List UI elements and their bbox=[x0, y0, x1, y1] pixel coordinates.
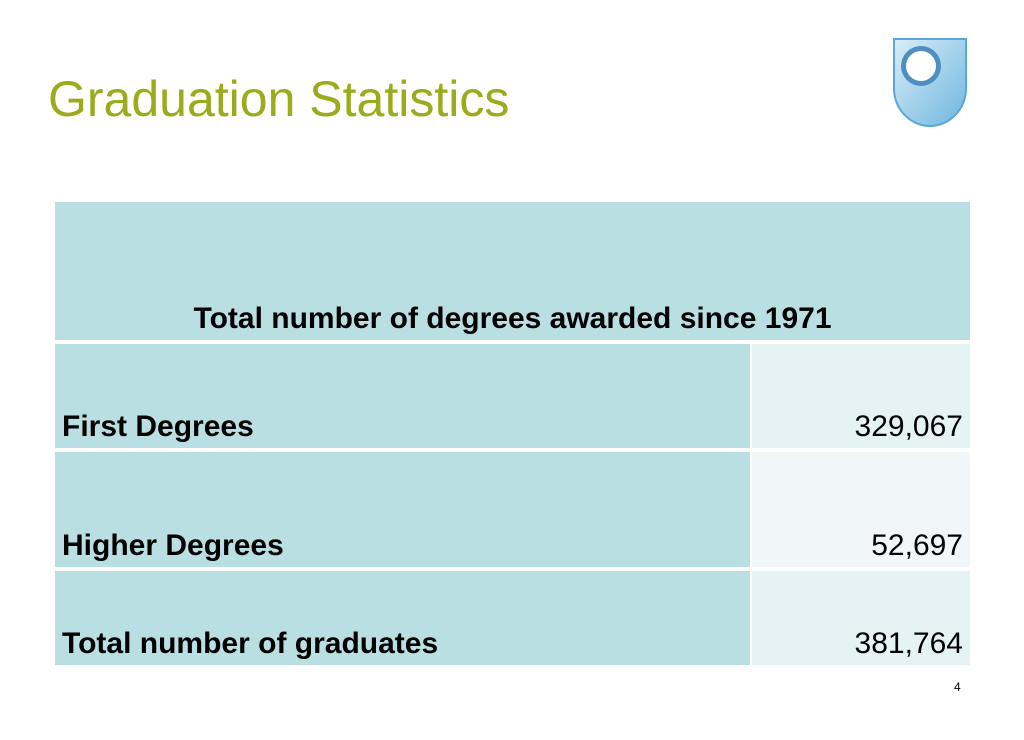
row-label: First Degrees bbox=[55, 344, 750, 448]
page-number: 4 bbox=[954, 680, 961, 694]
row-value: 52,697 bbox=[752, 452, 970, 567]
slide-title: Graduation Statistics bbox=[48, 71, 510, 127]
row-label: Total number of graduates bbox=[55, 571, 750, 665]
row-label: Higher Degrees bbox=[55, 452, 750, 567]
table-header: Total number of degrees awarded since 19… bbox=[55, 202, 970, 340]
logo bbox=[893, 38, 967, 127]
row-value: 329,067 bbox=[752, 344, 970, 448]
row-value: 381,764 bbox=[752, 571, 970, 665]
